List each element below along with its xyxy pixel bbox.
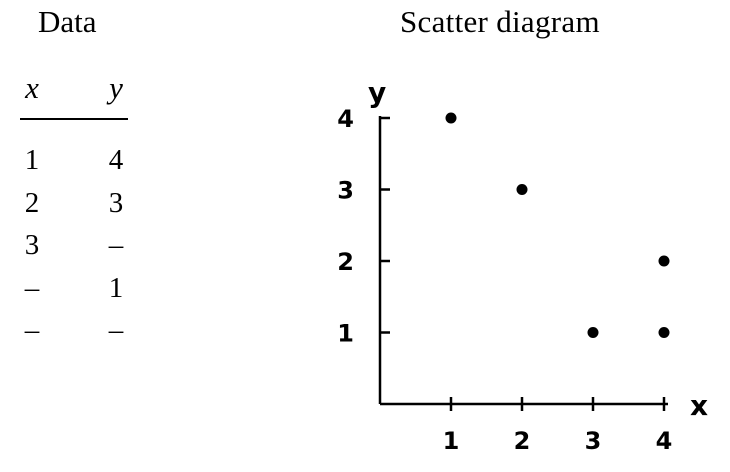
table-header-y: y: [109, 70, 123, 105]
table-cell-r1-y: 4: [108, 144, 124, 176]
point-1: [445, 112, 457, 124]
chart-title: Scatter diagram: [400, 4, 600, 39]
point-5: [658, 327, 670, 338]
table-cell-r2-x: 2: [24, 187, 40, 219]
y-axis-label: y: [368, 76, 386, 109]
table-cell-r4-y: 1: [108, 272, 124, 304]
table-cell-r3-x: 3: [24, 229, 40, 261]
x-tick-label-4: 4: [656, 427, 673, 455]
table-header-rule: [20, 118, 128, 120]
table-header-x: x: [25, 70, 39, 105]
table-title: Data: [38, 4, 97, 39]
point-4: [658, 255, 670, 267]
y-tick-label-2: 2: [337, 248, 354, 276]
x-axis-label: x: [690, 389, 708, 422]
data-points: [445, 112, 670, 338]
axes: [378, 116, 668, 406]
x-tick-label-1: 1: [443, 427, 460, 455]
tick-labels: 1 2 3 4 1 2 3 4: [337, 105, 672, 455]
table-cell-r2-y: 3: [108, 187, 124, 219]
y-tick-label-3: 3: [337, 177, 354, 205]
table-cell-r1-x: 1: [24, 144, 40, 176]
y-tick-label-1: 1: [337, 320, 354, 348]
table-cell-r3-y: –: [108, 229, 124, 261]
point-3: [587, 327, 599, 338]
point-2: [516, 184, 528, 195]
y-tick-label-4: 4: [337, 105, 354, 133]
x-tick-label-2: 2: [514, 427, 531, 455]
x-tick-label-3: 3: [585, 427, 602, 455]
table-cell-r5-y: –: [108, 314, 124, 346]
tick-marks: [380, 116, 666, 411]
table-cell-r5-x: –: [24, 314, 40, 346]
table-cell-r4-x: –: [24, 272, 40, 304]
